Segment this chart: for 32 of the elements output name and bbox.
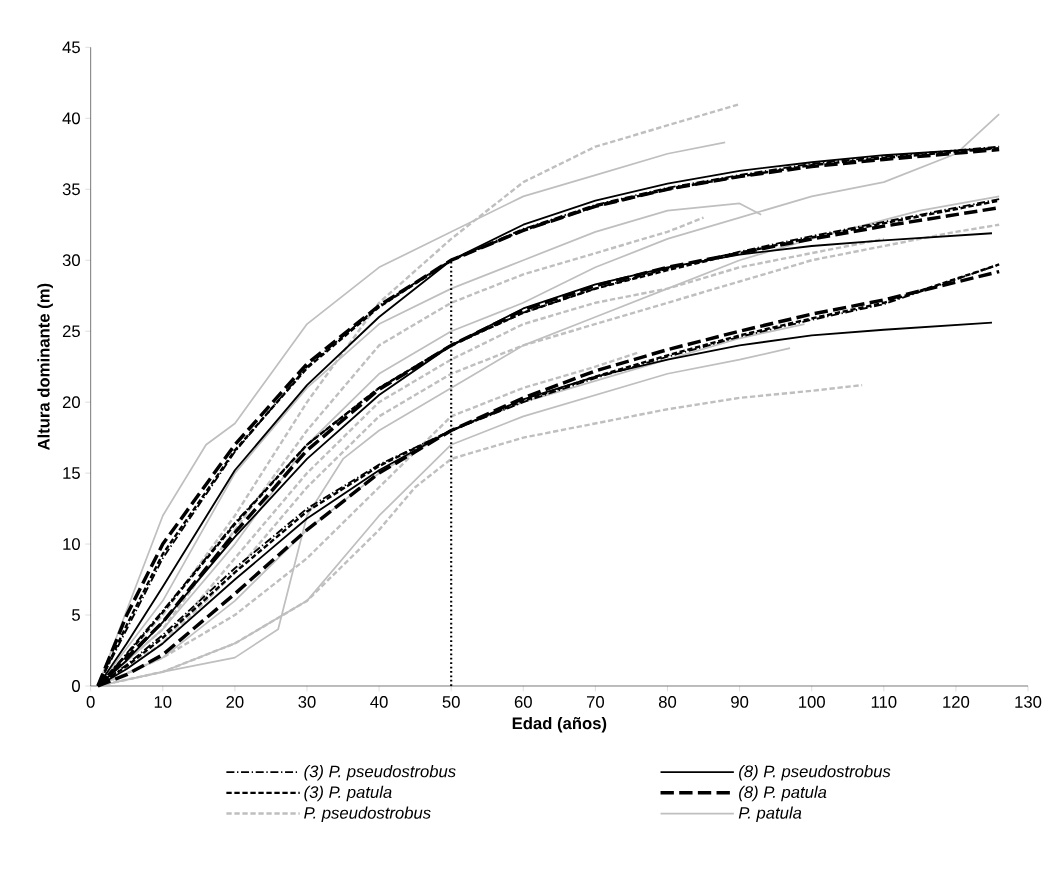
legend-label: (3) P. patula <box>304 785 392 802</box>
x-tick-label: 50 <box>442 696 460 708</box>
x-tick-label: 100 <box>799 696 825 708</box>
x-tick-label: 40 <box>370 696 388 708</box>
x-tick-label: 20 <box>226 696 244 708</box>
y-tick-label: 25 <box>62 325 80 338</box>
x-tick-label: 70 <box>586 696 605 708</box>
y-axis-title: Altura dominante (m) <box>37 283 53 451</box>
legend-label: P. patula <box>738 806 802 823</box>
legend-label: (8) P. patula <box>739 785 827 802</box>
x-tick-label: 90 <box>731 696 749 708</box>
y-tick-label: 10 <box>63 538 80 550</box>
x-tick-label: 110 <box>871 696 897 708</box>
y-tick-label: 40 <box>62 112 80 125</box>
x-tick-label: 30 <box>298 696 316 708</box>
legend-label: (3) P. pseudostrobus <box>304 765 456 781</box>
y-tick-label: 35 <box>62 183 80 196</box>
y-tick-label: 15 <box>63 467 80 479</box>
y-tick-label: 0 <box>72 680 80 692</box>
x-axis-title: Edad (años) <box>512 716 607 733</box>
legend-label: (8) P. pseudostrobus <box>739 765 891 781</box>
x-tick-label: 60 <box>514 696 532 708</box>
legend-label: P. pseudostrobus <box>304 806 431 823</box>
y-tick-label: 30 <box>62 254 80 267</box>
y-tick-label: 5 <box>72 609 80 621</box>
x-tick-label: 10 <box>154 696 172 708</box>
x-tick-label: 120 <box>943 696 970 708</box>
x-tick-label: 130 <box>1015 696 1042 708</box>
x-tick-label: 80 <box>658 696 677 708</box>
x-tick-label: 0 <box>86 696 95 708</box>
y-tick-label: 20 <box>62 396 80 409</box>
y-tick-label: 45 <box>62 41 80 54</box>
